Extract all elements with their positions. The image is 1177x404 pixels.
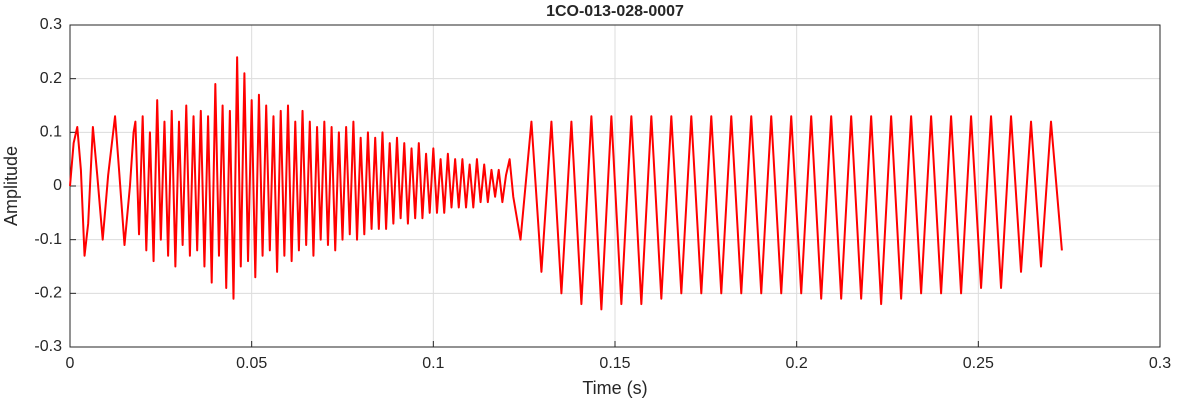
y-tick-label: 0: [53, 177, 62, 194]
x-tick-label: 0.1: [422, 355, 444, 372]
x-tick-label: 0.3: [1149, 355, 1171, 372]
signal-line: [69, 56, 1063, 311]
x-tick-label: 0.15: [599, 355, 630, 372]
x-axis-label: Time (s): [582, 378, 647, 398]
y-tick-label: -0.2: [34, 285, 62, 302]
y-tick-label: 0.2: [40, 70, 62, 87]
x-tick-label: 0: [66, 355, 75, 372]
x-tick-label: 0.25: [963, 355, 994, 372]
y-tick-label: 0.3: [40, 16, 62, 33]
y-axis-label: Amplitude: [1, 146, 21, 226]
y-tick-label: -0.3: [34, 338, 62, 355]
y-tick-label: -0.1: [34, 231, 62, 248]
chart-title: 1CO-013-028-0007: [546, 3, 684, 20]
x-tick-label: 0.2: [786, 355, 808, 372]
y-tick-label: 0.1: [40, 124, 62, 141]
x-tick-label: 0.05: [236, 355, 267, 372]
